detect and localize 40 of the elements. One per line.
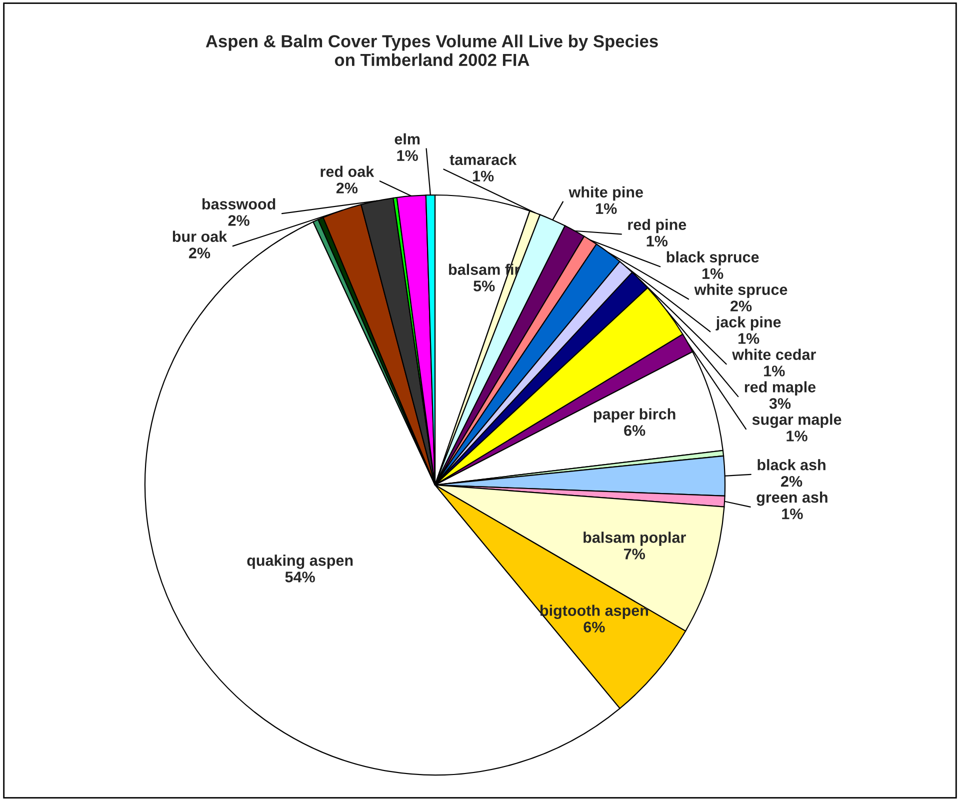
slice-label: red oak [320, 166, 374, 177]
data-label: 1% [702, 268, 724, 279]
data-label: 2% [336, 182, 358, 194]
data-label: 2% [781, 476, 802, 487]
slice-label: bur oak [172, 230, 228, 242]
slice-label: elm [394, 133, 420, 145]
slice-label: balsam poplar [584, 532, 686, 546]
data-label: 2% [228, 215, 250, 226]
slice-label: quaking aspen [247, 554, 353, 569]
data-label: 5% [474, 280, 495, 292]
data-label: 7% [624, 548, 646, 560]
data-label: 6% [624, 425, 646, 436]
data-label: 2% [188, 248, 210, 258]
slice-label: red pine [628, 218, 686, 234]
slice-label: white cedar [732, 348, 816, 360]
data-label: 3% [769, 398, 791, 409]
slice-label: red maple [744, 381, 816, 396]
slice-label: sugar maple [752, 414, 842, 428]
slice-label: paper birch [594, 408, 676, 422]
slice-label: black spruce [666, 251, 759, 266]
slice-label: black ash [758, 459, 826, 470]
slice-label: bigtooth aspen [540, 604, 648, 620]
chart-title: Aspen & Balm Cover Types Volume All Live by Species on Timberland 2002 FIA [206, 34, 658, 66]
data-label: 2% [730, 300, 752, 312]
slice-label: white pine [568, 186, 643, 201]
data-label: 1% [738, 333, 760, 344]
data-label: 1% [764, 366, 785, 376]
slice-label: jack pine [716, 316, 781, 331]
data-label: 1% [397, 150, 418, 161]
slice-label: tamarack [450, 154, 517, 166]
slice-label: green ash [756, 492, 828, 506]
data-label: 1% [646, 236, 668, 246]
data-label: 1% [782, 508, 803, 520]
slice-label: basswood [202, 198, 276, 210]
data-label: 6% [584, 622, 605, 632]
data-label: 1% [596, 203, 617, 214]
data-label: 1% [786, 430, 808, 442]
data-label: 54% [285, 572, 315, 582]
slice-label: white spruce [694, 284, 788, 298]
data-label: 1% [472, 170, 494, 182]
